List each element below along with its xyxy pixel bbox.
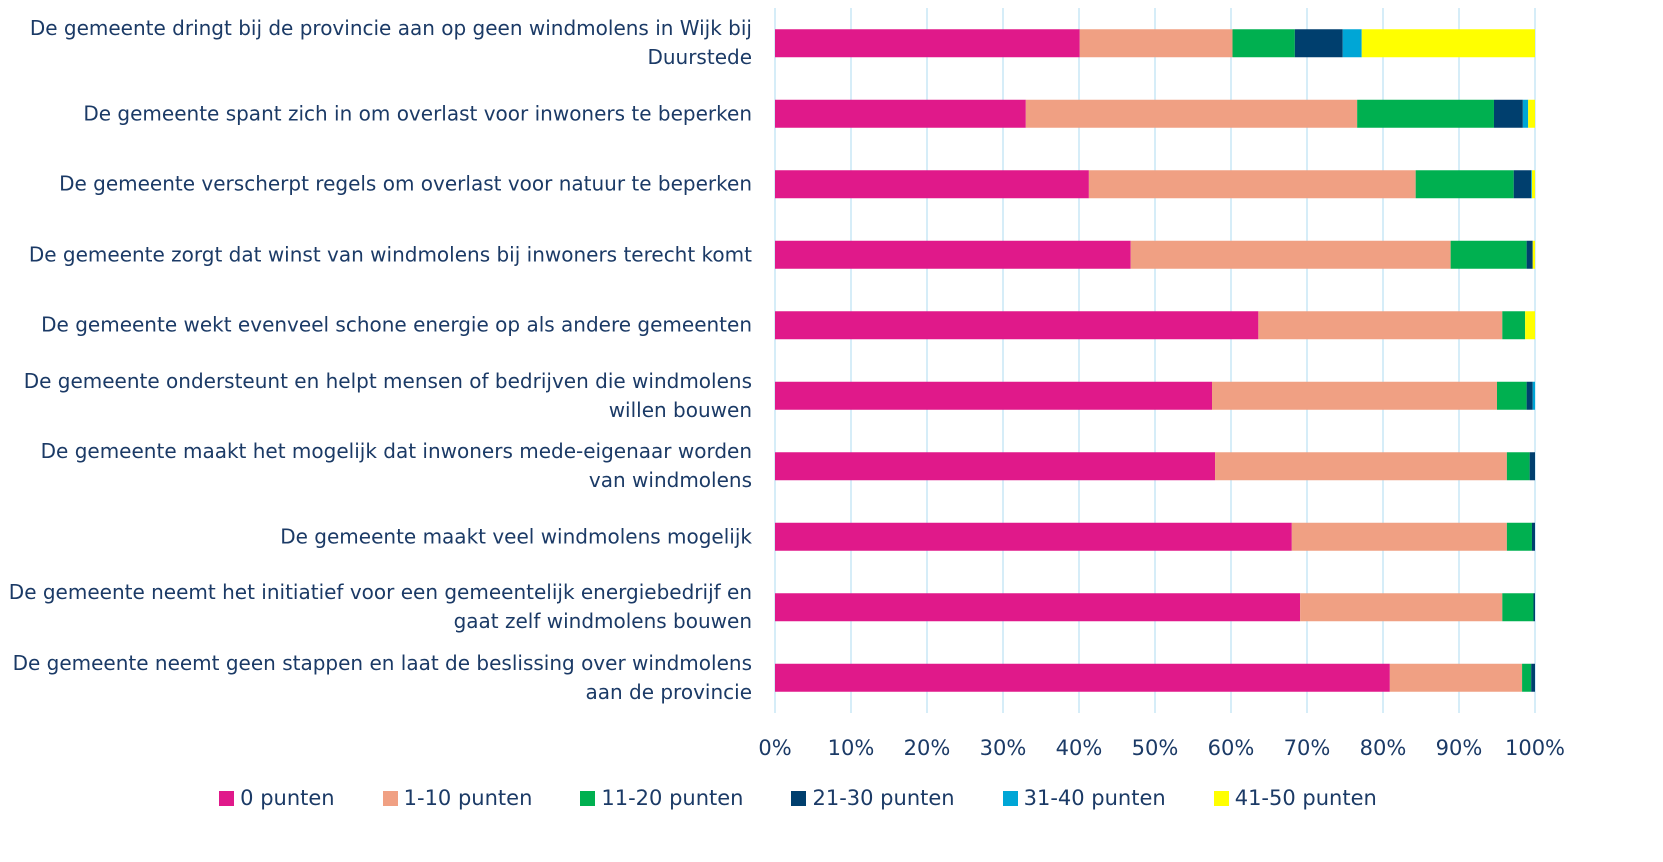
legend-label: 1-10 punten	[403, 786, 533, 810]
x-tick-label: 20%	[904, 736, 951, 760]
legend-swatch	[1213, 790, 1229, 806]
bar-segment	[1232, 29, 1295, 58]
legend-label: 0 punten	[240, 786, 335, 810]
bar-segment	[1502, 593, 1534, 622]
bar-segment	[775, 452, 1216, 481]
bar-segment	[1497, 381, 1527, 410]
bar-segment	[775, 663, 1390, 692]
category-label: De gemeente dringt bij de provincie aan …	[29, 16, 752, 70]
legend-swatch	[219, 790, 235, 806]
bar-segment	[1513, 170, 1532, 199]
x-tick-label: 60%	[1208, 736, 1255, 760]
bar-segment	[1212, 381, 1497, 410]
bar-segment	[775, 29, 1080, 58]
bar-segment	[1130, 240, 1451, 269]
bar-segment	[1526, 381, 1533, 410]
bar-segment	[1531, 663, 1535, 692]
bar-segment	[1533, 593, 1535, 622]
category-label: De gemeente zorgt dat winst van windmole…	[28, 242, 752, 267]
bar-segment	[1389, 663, 1523, 692]
legend-item: 41-50 punten	[1213, 786, 1377, 810]
category-label: De gemeente neemt het initiatief voor ee…	[8, 580, 752, 634]
category-label: De gemeente wekt evenveel schone energie…	[41, 312, 752, 337]
bar-segment	[1079, 29, 1233, 58]
bar-segment	[1361, 29, 1535, 58]
category-label: De gemeente spant zich in om overlast vo…	[83, 101, 752, 126]
legend-swatch	[1002, 790, 1018, 806]
category-label: De gemeente maakt het mogelijk dat inwon…	[40, 439, 752, 493]
legend-item: 0 punten	[219, 786, 335, 810]
bar-segment	[1506, 522, 1532, 551]
x-tick-label: 10%	[828, 736, 875, 760]
bar-segment	[1532, 381, 1535, 410]
bar-segment	[1522, 99, 1529, 128]
bar-segment	[1531, 170, 1532, 199]
bar-segment	[1529, 452, 1535, 481]
bar-segment	[775, 170, 1089, 199]
x-tick-label: 50%	[1132, 736, 1179, 760]
bar-segment	[1258, 311, 1503, 340]
bar-segment	[1532, 240, 1535, 269]
bar-segment	[1525, 311, 1535, 340]
legend-item: 31-40 punten	[1002, 786, 1166, 810]
legend-swatch	[791, 790, 807, 806]
bar-segment	[1415, 170, 1514, 199]
bar-segment	[775, 381, 1212, 410]
legend-item: 11-20 punten	[580, 786, 743, 810]
x-tick-label: 0%	[758, 736, 791, 760]
category-label: De gemeente verscherpt regels om overlas…	[59, 171, 752, 196]
legend-swatch	[382, 790, 398, 806]
bar-segment	[775, 99, 1026, 128]
legend-swatch	[580, 790, 596, 806]
bar-segment	[1300, 593, 1503, 622]
x-tick-label: 30%	[980, 736, 1027, 760]
legend-label: 21-30 punten	[812, 786, 955, 810]
x-tick-label: 70%	[1284, 736, 1331, 760]
bar-segment	[775, 522, 1292, 551]
bar-segment	[1342, 29, 1362, 58]
category-label: De gemeente neemt geen stappen en laat d…	[12, 650, 752, 704]
bar-segment	[1450, 240, 1527, 269]
bar-segment	[1531, 170, 1535, 199]
x-tick-label: 100%	[1505, 736, 1565, 760]
bar-segment	[1531, 522, 1535, 551]
legend: 0 punten 1-10 punten 11-20 punten 21-30 pun…	[0, 786, 1596, 810]
x-tick-label: 40%	[1056, 736, 1103, 760]
bar-segment	[775, 593, 1301, 622]
bar-segment	[1357, 99, 1494, 128]
bar-segment	[1522, 663, 1532, 692]
bar-segment	[1528, 99, 1535, 128]
bar-segment	[775, 240, 1131, 269]
x-tick-label: 90%	[1436, 736, 1483, 760]
legend-label: 11-20 punten	[601, 786, 744, 810]
category-label: De gemeente ondersteunt en helpt mensen …	[23, 368, 752, 422]
bar-segment	[1215, 452, 1507, 481]
bar-segment	[1526, 240, 1533, 269]
legend-item: 1-10 punten	[382, 786, 533, 810]
bar-segment	[1493, 99, 1523, 128]
bar-segment	[1502, 311, 1526, 340]
bar-segment	[775, 311, 1259, 340]
bar-segment	[1506, 452, 1530, 481]
bar-segment	[1291, 522, 1507, 551]
bar-segment	[1088, 170, 1416, 199]
bar-segment	[1294, 29, 1343, 58]
legend-item: 21-30 punten	[791, 786, 955, 810]
x-tick-label: 80%	[1360, 736, 1407, 760]
bar-segment	[1025, 99, 1358, 128]
legend-label: 31-40 punten	[1023, 786, 1166, 810]
category-label: De gemeente maakt veel windmolens mogeli…	[280, 524, 752, 549]
legend-label: 41-50 punten	[1234, 786, 1377, 810]
